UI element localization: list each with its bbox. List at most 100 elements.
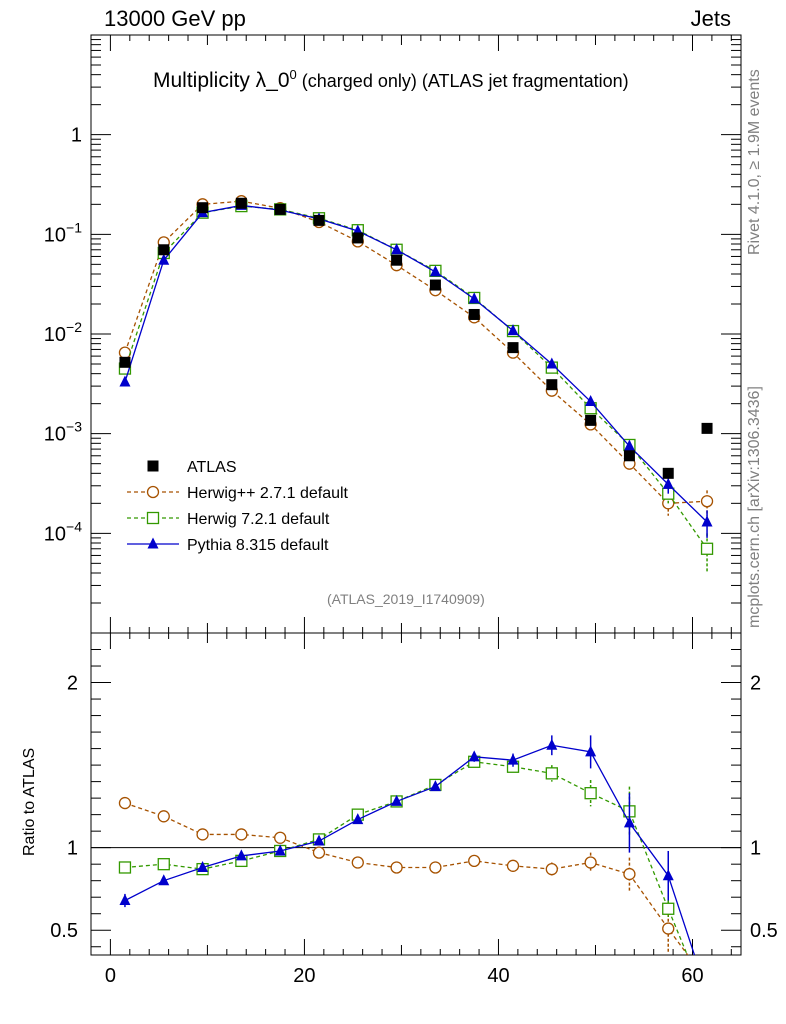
data-point — [507, 324, 519, 336]
data-point — [468, 308, 480, 320]
legend-entry: Herwig++ 2.7.1 default — [127, 485, 349, 502]
data-point — [313, 834, 325, 846]
data-point — [546, 738, 558, 750]
data-point — [468, 292, 480, 304]
data-point — [585, 745, 597, 757]
series-line — [124, 744, 696, 955]
x-tick-label: 60 — [681, 965, 703, 987]
ratio-y-tick-label: 1 — [67, 838, 78, 860]
plot-title: Multiplicity λ_00 (charged only) (ATLAS … — [153, 67, 629, 93]
data-point — [235, 849, 247, 861]
plot-title-sup: 0 — [289, 67, 297, 82]
data-point — [351, 856, 364, 869]
legend-label: Pythia 8.315 default — [187, 537, 329, 554]
data-point — [391, 794, 403, 806]
series-line — [124, 802, 689, 955]
data-point — [274, 844, 286, 856]
process-label: 13000 GeV pp — [104, 6, 246, 31]
legend-entry: Herwig 7.2.1 default — [127, 511, 330, 528]
y-tick-label: 1 — [71, 125, 82, 147]
data-point — [158, 244, 170, 256]
data-point — [312, 846, 326, 859]
y-tick-exponent: −4 — [66, 518, 82, 534]
data-point — [197, 860, 209, 872]
data-point — [702, 986, 713, 997]
y-tick-label: 10−3 — [44, 419, 82, 446]
ratio-y-tick-label-right: 2 — [750, 673, 761, 695]
data-point — [146, 511, 160, 525]
data-point — [623, 816, 635, 828]
data-point — [196, 828, 209, 841]
data-point — [507, 342, 519, 354]
plot-title-main: Multiplicity λ_0 — [153, 69, 290, 92]
data-point — [700, 542, 714, 555]
series-line — [124, 761, 689, 955]
data-point — [701, 422, 713, 434]
data-point — [158, 874, 170, 886]
data-point — [313, 214, 325, 226]
y-tick-label: 10−4 — [44, 518, 82, 545]
plot-title-rest: (charged only) (ATLAS jet fragmentation) — [296, 71, 629, 91]
data-point — [352, 813, 364, 825]
analysis-id-label: (ATLAS_2019_I1740909) — [327, 591, 485, 607]
data-point — [662, 902, 675, 915]
data-point — [429, 861, 442, 874]
data-point — [545, 862, 558, 876]
data-point — [468, 854, 481, 868]
data-point — [274, 203, 286, 215]
data-point — [702, 997, 713, 1008]
data-point — [146, 485, 160, 499]
data-point — [274, 831, 287, 844]
ratio-y-tick-label: 2 — [67, 673, 78, 695]
data-point — [584, 856, 597, 869]
data-point — [147, 537, 159, 549]
data-point — [701, 515, 713, 527]
data-point — [429, 279, 441, 291]
data-point — [390, 861, 403, 874]
data-point — [506, 859, 520, 872]
x-tick-label: 40 — [487, 965, 509, 987]
data-point — [662, 869, 674, 881]
data-point — [157, 858, 170, 871]
data-point — [662, 922, 675, 935]
data-point — [119, 894, 131, 906]
data-point — [118, 861, 132, 874]
data-point — [623, 867, 636, 881]
ratio-y-tick-label-right: 0.5 — [750, 920, 778, 942]
data-point — [197, 202, 209, 214]
data-point — [235, 828, 248, 841]
data-point — [507, 753, 519, 765]
data-point — [119, 356, 131, 368]
series-atlas — [119, 197, 713, 479]
series-line — [124, 204, 708, 523]
y-tick-label: 10−2 — [44, 319, 82, 346]
y-tick-label: 10−1 — [44, 219, 82, 246]
data-point — [662, 477, 674, 489]
data-point — [585, 395, 597, 407]
series-pythia-8-315-default — [119, 198, 713, 538]
y-tick-exponent: −2 — [66, 319, 82, 335]
data-point — [391, 254, 403, 266]
data-point — [585, 414, 597, 426]
data-point — [546, 379, 558, 391]
y-tick-exponent: −1 — [66, 219, 82, 235]
data-point — [119, 375, 131, 387]
legend-entry: Pythia 8.315 default — [127, 537, 329, 554]
data-point — [700, 495, 714, 508]
legend-entry: ATLAS — [147, 459, 237, 476]
data-point — [391, 243, 403, 255]
ratio-y-tick-label-right: 1 — [750, 838, 761, 860]
data-point — [584, 787, 597, 800]
legend-label: Herwig 7.2.1 default — [187, 511, 330, 528]
data-point — [662, 467, 674, 479]
y-tick-exponent: −3 — [66, 419, 82, 435]
ratio-y-tick-label: 0.5 — [50, 920, 78, 942]
category-label: Jets — [690, 6, 731, 31]
legend-label: Herwig++ 2.7.1 default — [187, 485, 349, 502]
ratio-frame — [90, 632, 742, 956]
data-point — [147, 460, 159, 472]
data-point — [468, 750, 480, 762]
x-tick-label: 20 — [293, 965, 315, 987]
data-point — [623, 439, 635, 451]
